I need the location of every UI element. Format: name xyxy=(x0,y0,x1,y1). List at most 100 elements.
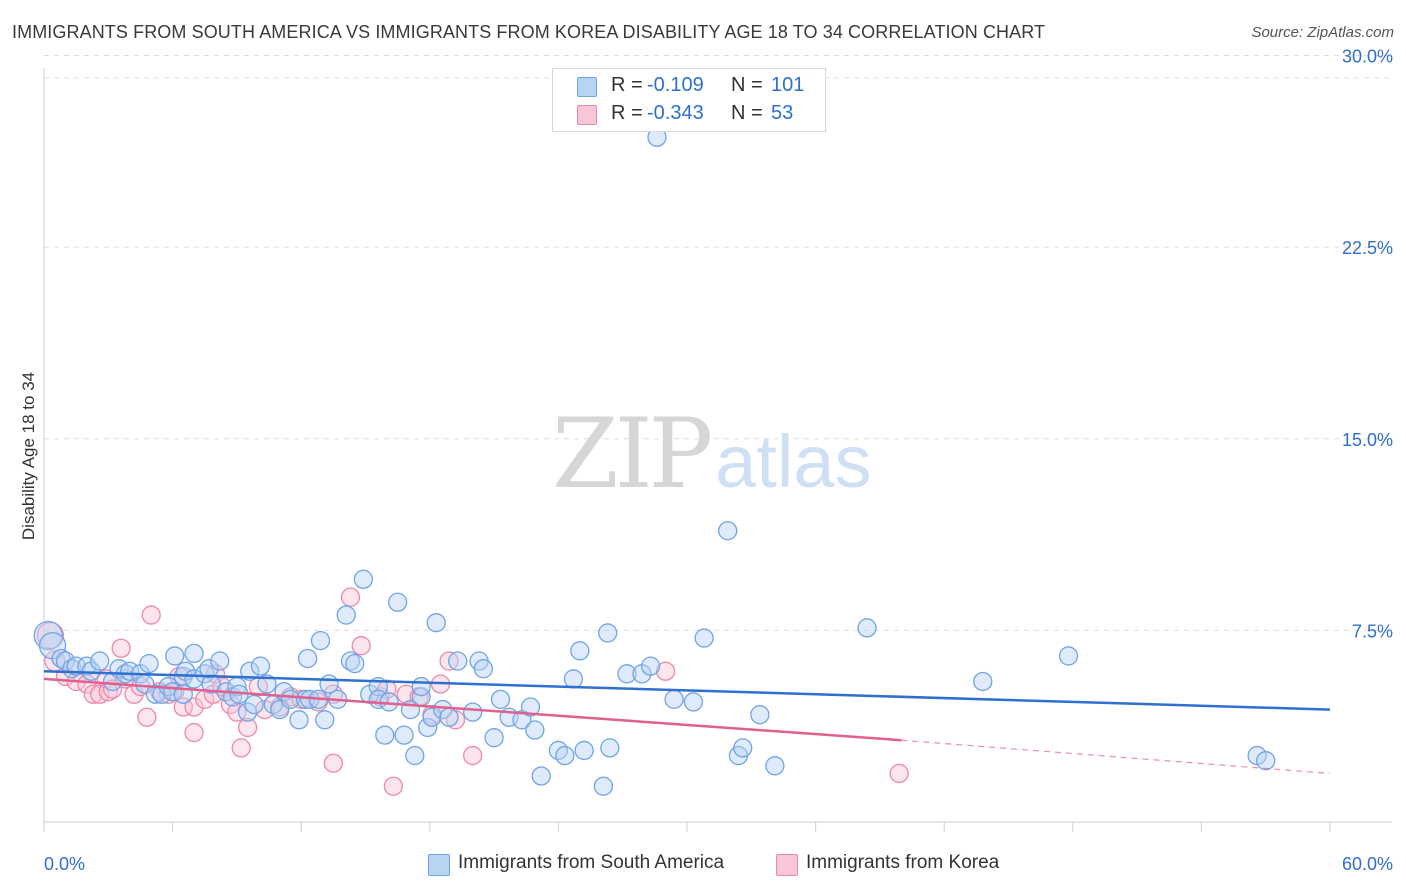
south-america-point xyxy=(184,643,204,664)
korea-point xyxy=(463,745,483,766)
south-america-point xyxy=(418,717,438,738)
legend-r-value: -0.109 xyxy=(647,74,704,96)
south-america-point xyxy=(463,702,483,722)
legend-label: Immigrants from South America xyxy=(458,852,725,873)
korea-point xyxy=(237,717,258,738)
south-america-point xyxy=(55,651,76,671)
zipatlas-watermark: ZIPatlas xyxy=(552,398,872,510)
south-america-point xyxy=(66,656,86,676)
south-america-point xyxy=(640,656,661,676)
korea-point xyxy=(383,776,404,796)
south-america-point xyxy=(257,674,277,694)
x-tick-label: 0.0% xyxy=(44,854,85,874)
correlation-legend: R = -0.109 N = 101 R = -0.343 N = 53 xyxy=(552,68,826,132)
south-america-point xyxy=(718,521,738,541)
south-america-point xyxy=(574,740,594,761)
south-america-point xyxy=(405,745,425,766)
south-america-point xyxy=(433,699,453,720)
south-america-points xyxy=(33,127,1276,796)
chart-title: IMMIGRANTS FROM SOUTH AMERICA VS IMMIGRA… xyxy=(12,22,1046,42)
korea-point xyxy=(111,638,131,658)
south-america-point xyxy=(600,738,620,758)
korea-point xyxy=(351,636,371,656)
south-america-point xyxy=(1058,646,1079,666)
gridlines xyxy=(44,55,1392,631)
south-america-point xyxy=(315,710,335,730)
south-america-point xyxy=(490,689,511,710)
x-tick-label: 60.0% xyxy=(1342,854,1393,874)
south-america-point xyxy=(250,656,271,676)
south-america-point xyxy=(548,740,569,761)
south-america-point xyxy=(525,720,545,740)
south-america-point xyxy=(289,710,309,730)
korea-trend-line xyxy=(43,677,902,742)
tick-labels: 7.5% 15.0% 22.5% 30.0% 0.0% 60.0% xyxy=(44,47,1393,875)
y-tick-label: 22.5% xyxy=(1342,238,1393,258)
legend-swatch-blue xyxy=(577,77,597,97)
south-america-point xyxy=(570,641,590,661)
legend-n-label: N = xyxy=(731,74,763,96)
south-america-point xyxy=(520,697,541,717)
south-america-point xyxy=(297,648,318,669)
korea-point xyxy=(137,707,157,727)
korea-point xyxy=(889,763,909,784)
source-credit: Source: ZipAtlas.com xyxy=(1251,24,1394,41)
south-america-point xyxy=(210,651,230,671)
south-america-point xyxy=(345,653,365,674)
legend-swatch-pink xyxy=(577,105,597,125)
south-america-point xyxy=(439,707,459,727)
trend-lines xyxy=(43,670,1331,775)
south-america-trend-line xyxy=(43,670,1331,711)
legend-r-value: -0.343 xyxy=(647,102,704,124)
korea-point xyxy=(231,738,251,758)
south-america-point xyxy=(411,676,431,697)
south-america-point xyxy=(694,628,714,648)
y-axis-label: Disability Age 18 to 34 xyxy=(19,372,38,540)
south-america-point xyxy=(240,661,260,681)
south-america-point xyxy=(765,756,785,776)
south-america-point xyxy=(422,707,442,727)
south-america-point xyxy=(733,738,753,758)
legend-n-value: 101 xyxy=(771,74,805,96)
south-america-point xyxy=(280,689,301,710)
south-america-point xyxy=(375,725,395,745)
korea-point xyxy=(83,684,103,704)
south-america-point xyxy=(1256,751,1276,771)
korea-point xyxy=(36,621,65,650)
south-america-point xyxy=(353,569,374,589)
korea-point xyxy=(340,587,361,607)
legend-r-label: R = xyxy=(611,74,643,96)
south-america-point xyxy=(598,623,618,643)
korea-point xyxy=(184,697,204,717)
south-america-point xyxy=(617,664,637,684)
south-america-point xyxy=(973,671,993,692)
south-america-point xyxy=(563,669,584,689)
korea-trend-extension xyxy=(901,739,1331,775)
south-america-point xyxy=(857,618,877,638)
axes xyxy=(43,68,1392,832)
south-america-point xyxy=(593,776,614,796)
south-america-point xyxy=(336,605,356,625)
y-tick-label: 7.5% xyxy=(1352,621,1393,641)
y-tick-label: 30.0% xyxy=(1342,47,1393,67)
korea-point xyxy=(323,753,344,773)
legend-n-label: N = xyxy=(731,102,763,124)
south-america-point xyxy=(139,653,159,674)
south-america-point xyxy=(387,592,408,612)
y-tick-label: 15.0% xyxy=(1342,430,1393,450)
south-america-point xyxy=(165,646,185,666)
korea-point xyxy=(184,722,204,743)
korea-point xyxy=(655,661,676,681)
south-america-point xyxy=(33,620,63,651)
south-america-point xyxy=(683,692,704,712)
south-america-point xyxy=(394,725,414,745)
south-america-point xyxy=(473,659,494,679)
south-america-point xyxy=(448,651,468,671)
south-america-point xyxy=(237,702,258,722)
legend-swatch-pink xyxy=(776,854,798,876)
south-america-point xyxy=(310,630,331,651)
south-america-point xyxy=(664,689,684,710)
south-america-point xyxy=(484,728,504,748)
legend-swatch-blue xyxy=(428,854,450,876)
